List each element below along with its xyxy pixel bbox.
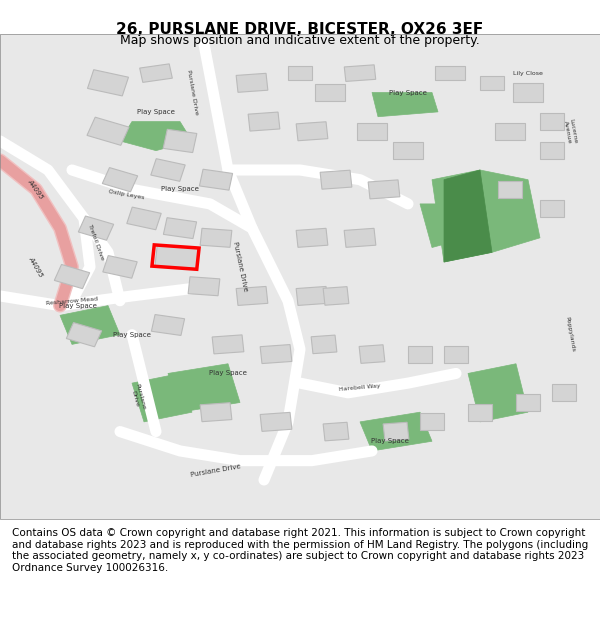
FancyBboxPatch shape (495, 122, 525, 140)
FancyBboxPatch shape (200, 402, 232, 422)
Polygon shape (432, 170, 492, 262)
FancyBboxPatch shape (200, 228, 232, 248)
FancyBboxPatch shape (296, 228, 328, 248)
Text: Lily Close: Lily Close (513, 71, 543, 76)
Polygon shape (120, 121, 192, 151)
Text: A4095: A4095 (27, 178, 45, 201)
Text: Purslane Drive: Purslane Drive (190, 463, 242, 478)
FancyBboxPatch shape (151, 314, 185, 336)
FancyBboxPatch shape (79, 216, 113, 240)
FancyBboxPatch shape (199, 169, 233, 190)
FancyBboxPatch shape (513, 82, 543, 102)
Polygon shape (168, 364, 240, 413)
FancyBboxPatch shape (444, 346, 468, 362)
FancyBboxPatch shape (311, 335, 337, 354)
Text: Play Space: Play Space (209, 371, 247, 376)
Text: Resharrow Mead: Resharrow Mead (46, 296, 98, 306)
FancyBboxPatch shape (323, 422, 349, 441)
FancyBboxPatch shape (87, 117, 129, 146)
FancyBboxPatch shape (393, 142, 423, 159)
FancyBboxPatch shape (55, 264, 89, 289)
Text: Trefoil Drive: Trefoil Drive (87, 224, 105, 261)
FancyBboxPatch shape (260, 344, 292, 364)
FancyBboxPatch shape (151, 159, 185, 181)
Text: Map shows position and indicative extent of the property.: Map shows position and indicative extent… (120, 34, 480, 48)
FancyBboxPatch shape (315, 84, 345, 101)
FancyBboxPatch shape (163, 217, 197, 239)
FancyBboxPatch shape (155, 246, 199, 269)
Text: Play Space: Play Space (137, 109, 175, 115)
FancyBboxPatch shape (260, 412, 292, 431)
Text: A4095: A4095 (28, 256, 44, 278)
Text: Purslane Drive: Purslane Drive (185, 69, 199, 116)
Text: Purslane Drive: Purslane Drive (232, 241, 248, 292)
FancyBboxPatch shape (88, 70, 128, 96)
Text: Contains OS data © Crown copyright and database right 2021. This information is : Contains OS data © Crown copyright and d… (12, 528, 588, 573)
FancyBboxPatch shape (540, 200, 564, 217)
Text: 26, PURSLANE DRIVE, BICESTER, OX26 3EF: 26, PURSLANE DRIVE, BICESTER, OX26 3EF (116, 22, 484, 37)
FancyBboxPatch shape (296, 286, 328, 306)
Text: Harebell Way: Harebell Way (339, 384, 381, 392)
Polygon shape (132, 373, 192, 422)
FancyBboxPatch shape (408, 346, 432, 362)
Text: Play Space: Play Space (389, 89, 427, 96)
FancyBboxPatch shape (248, 112, 280, 131)
FancyBboxPatch shape (188, 277, 220, 296)
Polygon shape (420, 204, 468, 248)
FancyBboxPatch shape (516, 394, 540, 411)
FancyBboxPatch shape (140, 64, 172, 82)
FancyBboxPatch shape (383, 422, 409, 441)
FancyBboxPatch shape (344, 65, 376, 81)
FancyBboxPatch shape (344, 228, 376, 248)
Polygon shape (372, 92, 438, 117)
FancyBboxPatch shape (435, 66, 465, 81)
Polygon shape (468, 364, 528, 422)
Polygon shape (60, 306, 120, 344)
FancyBboxPatch shape (368, 180, 400, 199)
FancyBboxPatch shape (163, 129, 197, 152)
Polygon shape (444, 170, 492, 262)
Polygon shape (360, 412, 432, 451)
FancyBboxPatch shape (468, 404, 492, 421)
Text: Oxlip Leyes: Oxlip Leyes (107, 189, 145, 200)
Text: Lucerne
Avenue: Lucerne Avenue (563, 118, 577, 144)
Text: Play Space: Play Space (59, 302, 97, 309)
FancyBboxPatch shape (498, 181, 522, 198)
FancyBboxPatch shape (103, 168, 137, 192)
FancyBboxPatch shape (359, 345, 385, 363)
FancyBboxPatch shape (288, 66, 312, 81)
FancyBboxPatch shape (212, 335, 244, 354)
Text: Play Space: Play Space (113, 332, 151, 338)
FancyBboxPatch shape (103, 256, 137, 278)
FancyBboxPatch shape (323, 287, 349, 305)
Text: Poppylands: Poppylands (565, 317, 575, 352)
FancyBboxPatch shape (320, 170, 352, 189)
FancyBboxPatch shape (420, 413, 444, 431)
Text: Purslane
Drive: Purslane Drive (130, 383, 146, 412)
FancyBboxPatch shape (552, 384, 576, 401)
FancyBboxPatch shape (540, 113, 564, 130)
Polygon shape (480, 170, 540, 252)
FancyBboxPatch shape (357, 122, 387, 140)
FancyBboxPatch shape (296, 122, 328, 141)
Text: Play Space: Play Space (371, 438, 409, 444)
FancyBboxPatch shape (236, 73, 268, 92)
FancyBboxPatch shape (480, 76, 504, 90)
Text: Play Space: Play Space (161, 186, 199, 192)
FancyBboxPatch shape (67, 322, 101, 347)
FancyBboxPatch shape (540, 142, 564, 159)
FancyBboxPatch shape (127, 207, 161, 230)
FancyBboxPatch shape (236, 286, 268, 306)
